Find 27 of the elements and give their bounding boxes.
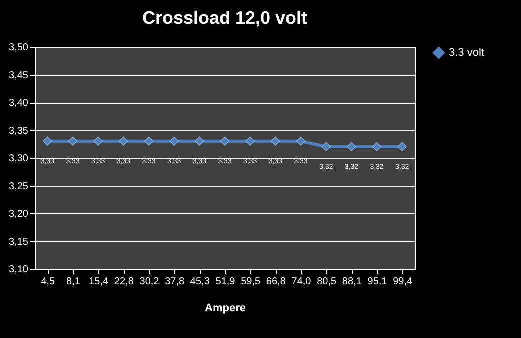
x-tick-label: 45,3: [190, 276, 210, 288]
x-tick-label: 51,9: [216, 276, 236, 288]
x-tick-label: 95,1: [368, 276, 388, 288]
x-tick-label: 74,0: [292, 276, 312, 288]
y-tick-label: 3,25: [9, 181, 29, 192]
x-tick-label: 88,1: [342, 276, 362, 288]
x-tick-label: 8,1: [66, 276, 81, 288]
y-tick-label: 3,40: [9, 98, 29, 109]
y-tick-label: 3,20: [9, 209, 29, 220]
x-axis-title: Ampere: [205, 302, 246, 314]
y-tick-label: 3,30: [9, 154, 29, 164]
chart-title: Crossload 12,0 volt: [142, 8, 308, 28]
y-tick-label: 3,35: [9, 126, 29, 137]
x-tick-label: 30,2: [140, 276, 160, 288]
x-tick-label: 59,5: [241, 276, 261, 288]
x-tick-label: 15,4: [89, 276, 109, 288]
y-tick-label: 3,50: [9, 42, 29, 54]
y-tick-label: 3,45: [9, 70, 29, 82]
x-tick-label: 80,5: [317, 276, 337, 288]
x-tick-label: 37,8: [165, 276, 185, 288]
x-tick-label: 66,8: [266, 276, 286, 288]
legend-label: 3.3 volt: [449, 47, 484, 59]
x-tick-label: 22,8: [114, 276, 134, 288]
x-tick-label: 99,4: [393, 276, 413, 288]
y-tick-label: 3,15: [9, 236, 29, 248]
x-tick-label: 4,5: [41, 276, 56, 288]
y-tick-label: 3,10: [9, 264, 29, 276]
